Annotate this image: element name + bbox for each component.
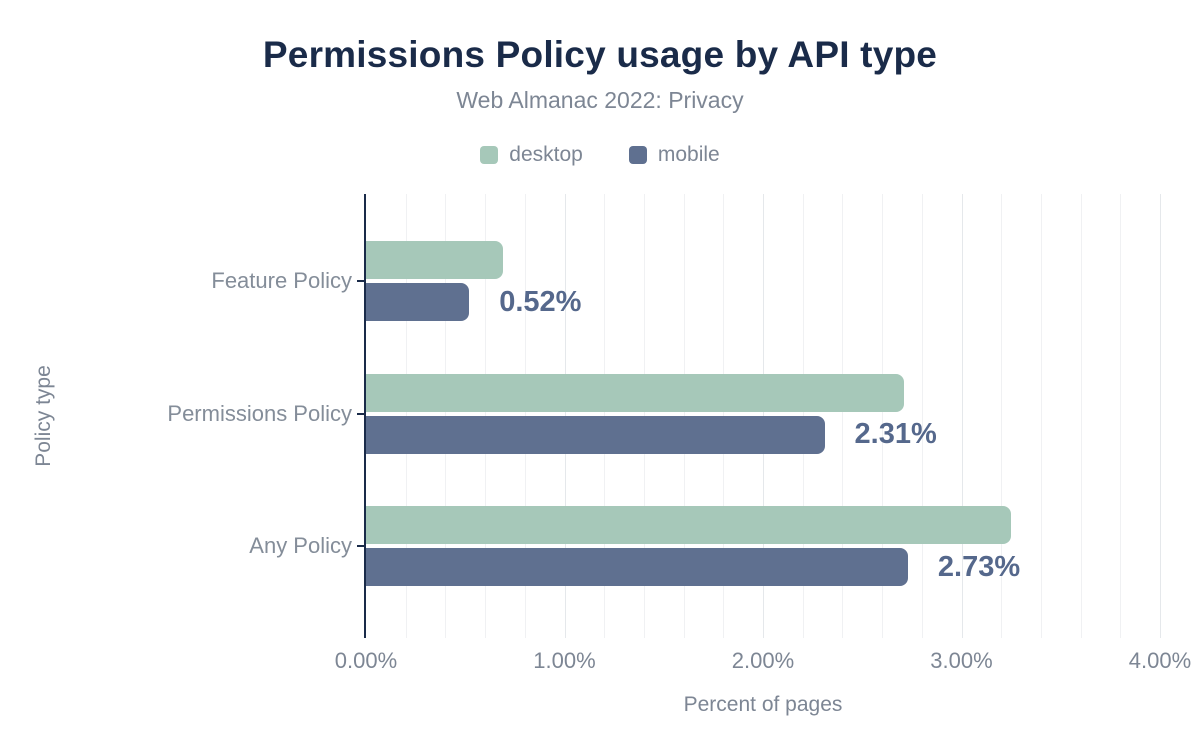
gridline-minor [882, 194, 884, 638]
legend-label-desktop: desktop [509, 143, 583, 166]
legend-item-mobile[interactable]: mobile [628, 143, 720, 167]
category-axis-tick [357, 280, 364, 282]
category-axis-tick [357, 545, 364, 547]
legend-swatch-mobile [628, 146, 647, 164]
bar-desktop-permissions-policy[interactable] [366, 373, 904, 412]
y-axis-title: Policy type [32, 365, 55, 467]
x-tick-label-0-00-: 0.00% [334, 648, 398, 673]
value-label-permissions-policy: 2.31% [854, 418, 937, 450]
category-label-any-policy: Any Policy [249, 533, 352, 558]
gridline-minor [1120, 194, 1122, 638]
category-label-permissions-policy: Permissions Policy [167, 400, 352, 426]
x-axis-title: Percent of pages [683, 693, 843, 716]
value-label-feature-policy: 0.52% [499, 285, 582, 318]
bar-desktop-any-policy[interactable] [366, 506, 1012, 544]
x-tick-label-1-00-: 1.00% [533, 648, 596, 673]
x-tick-label-2-00-: 2.00% [731, 648, 795, 673]
gridline-minor [1001, 194, 1003, 638]
gridline-minor [1080, 194, 1082, 638]
category-axis-line [364, 194, 366, 638]
legend-swatch-desktop [480, 146, 499, 164]
x-tick-label-4-00-: 4.00% [1128, 648, 1192, 673]
bar-desktop-feature-policy[interactable] [366, 241, 503, 279]
legend-label-mobile: mobile [657, 143, 720, 166]
x-tick-label-3-00-: 3.00% [930, 648, 993, 673]
category-label-feature-policy: Feature Policy [211, 268, 352, 293]
legend: desktop mobile [0, 143, 1200, 167]
gridline-major [1160, 194, 1161, 638]
value-label-any-policy: 2.73% [937, 550, 1021, 583]
gridline-minor [921, 194, 923, 638]
chart-subtitle: Web Almanac 2022: Privacy [456, 87, 744, 113]
gridline-major [961, 194, 963, 638]
plot-area: 0.52% 2.31% 2.73% [357, 194, 1161, 638]
gridline-minor [1040, 194, 1042, 638]
bar-mobile-feature-policy[interactable] [366, 283, 470, 321]
chart-title: Permissions Policy usage by API type [262, 34, 938, 75]
gridline-minor [842, 194, 844, 638]
legend-item-desktop[interactable]: desktop [480, 143, 583, 167]
category-axis-tick [357, 412, 364, 415]
bar-mobile-permissions-policy[interactable] [366, 415, 825, 454]
bar-mobile-any-policy[interactable] [366, 548, 908, 586]
